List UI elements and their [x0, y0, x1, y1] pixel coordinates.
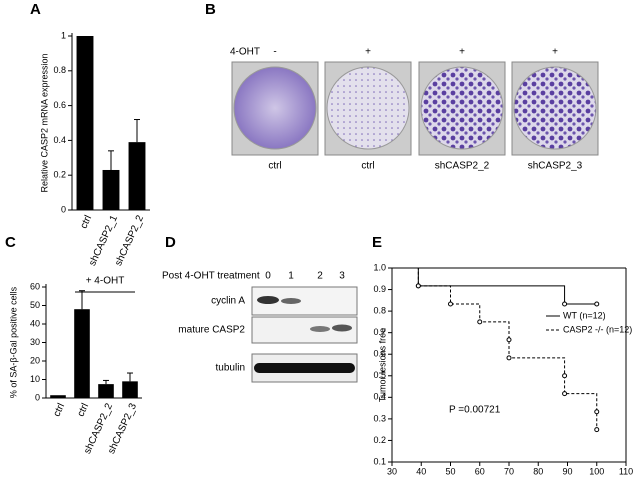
point-marker [594, 409, 600, 415]
treatment-sign: + [459, 47, 465, 58]
plate [513, 66, 597, 150]
y-tick-label: 30 [30, 337, 40, 347]
y-axis-label: Relative CASP2 mRNA expression [39, 53, 49, 192]
y-tick-label: 10 [30, 374, 40, 384]
bar [102, 169, 120, 210]
y-tick-label: 50 [30, 300, 40, 310]
x-tick-label: 100 [589, 466, 604, 476]
row-label: mature CASP2 [178, 325, 245, 336]
bar [74, 309, 90, 398]
y-tick-label: 0.2 [373, 435, 386, 445]
x-tick-label: 80 [533, 466, 543, 476]
y-tick-label: 0.7 [373, 327, 386, 337]
legend-label: WT (n=12) [563, 310, 606, 320]
x-tick-label: 50 [445, 466, 455, 476]
panel-letter: C [5, 234, 16, 251]
x-tick-label: 90 [562, 466, 572, 476]
point-marker [448, 301, 453, 307]
point-marker [477, 319, 483, 325]
y-tick-label: 1 [61, 30, 66, 40]
y-tick-label: 0.6 [53, 100, 66, 110]
x-tick-label: 40 [416, 466, 426, 476]
panel-d: D Post 4-OHT treatment [162, 234, 358, 383]
treatment-sign: - [273, 47, 276, 58]
point-marker [415, 283, 421, 289]
y-tick-label: 0 [35, 392, 40, 402]
panel-letter: B [205, 1, 216, 18]
lane-label: 2 [317, 271, 323, 282]
point-marker [562, 391, 568, 397]
panel-b: B 4-OHT [205, 1, 260, 58]
survival-line [392, 267, 598, 430]
y-axis-label: % of SA-β-Gal positive cells [8, 286, 18, 398]
x-tick-label: 70 [504, 466, 514, 476]
y-tick-label: 1.0 [373, 262, 386, 272]
point-marker [594, 301, 600, 307]
legend-label: CASP2 -/- (n=12) [563, 324, 632, 334]
point-marker [506, 337, 512, 343]
point-marker [562, 373, 568, 379]
point-marker [506, 355, 512, 361]
treatment-label: 4-OHT [230, 47, 260, 58]
y-tick-label: 60 [30, 281, 40, 291]
x-tick-label: ctrl [52, 402, 68, 419]
annotation: + 4-OHT [86, 276, 125, 287]
lane-label: 3 [339, 271, 345, 282]
bar [128, 142, 146, 210]
y-tick-label: 40 [30, 318, 40, 328]
row-label: cyclin A [211, 296, 245, 307]
bar [76, 36, 94, 210]
lane-label: 1 [288, 271, 294, 282]
panel-letter: E [372, 234, 382, 251]
y-tick-label: 0.4 [373, 392, 386, 402]
band [281, 298, 301, 304]
annotation: P =0.00721 [449, 405, 501, 416]
treatment-sign: + [552, 47, 558, 58]
y-tick-label: 0.9 [373, 284, 386, 294]
panel-letter: A [30, 1, 41, 18]
panel-letter: D [165, 234, 176, 251]
x-tick-label: 30 [387, 466, 397, 476]
plate [420, 66, 504, 150]
blot-header: Post 4-OHT treatment [162, 271, 260, 282]
y-tick-label: 0.8 [373, 305, 386, 315]
x-tick-label: 110 [619, 466, 633, 476]
row-label: tubulin [216, 363, 245, 374]
plate-caption: shCASP2_2 [435, 161, 490, 172]
plate-caption: ctrl [268, 161, 281, 172]
point-marker [562, 301, 568, 307]
y-tick-label: 20 [30, 355, 40, 365]
band [332, 324, 352, 332]
y-tick-label: 0 [61, 204, 66, 214]
plate-caption: shCASP2_3 [528, 161, 583, 172]
y-tick-label: 0.6 [373, 349, 386, 359]
band [310, 326, 330, 332]
y-tick-label: 0.3 [373, 413, 386, 423]
y-tick-label: 0.8 [53, 65, 66, 75]
plate-caption: ctrl [361, 161, 374, 172]
x-tick-label: ctrl [79, 214, 95, 231]
y-tick-label: 0.5 [373, 370, 386, 380]
y-axis-label: Tumor lesions free [377, 328, 387, 402]
plate [326, 66, 410, 150]
survival-line [392, 267, 597, 305]
bar [122, 381, 138, 398]
y-tick-label: 0.2 [53, 170, 66, 180]
point-marker [594, 427, 600, 433]
band [254, 363, 355, 373]
bar [50, 395, 66, 398]
lane-label: 0 [265, 271, 271, 282]
treatment-sign: + [365, 47, 371, 58]
y-tick-label: 0.1 [373, 456, 386, 466]
y-tick-label: 0.4 [53, 135, 66, 145]
plate [233, 66, 317, 150]
x-tick-label: ctrl [76, 402, 92, 419]
bar [98, 384, 114, 398]
x-tick-label: 60 [475, 466, 485, 476]
band [257, 296, 279, 304]
